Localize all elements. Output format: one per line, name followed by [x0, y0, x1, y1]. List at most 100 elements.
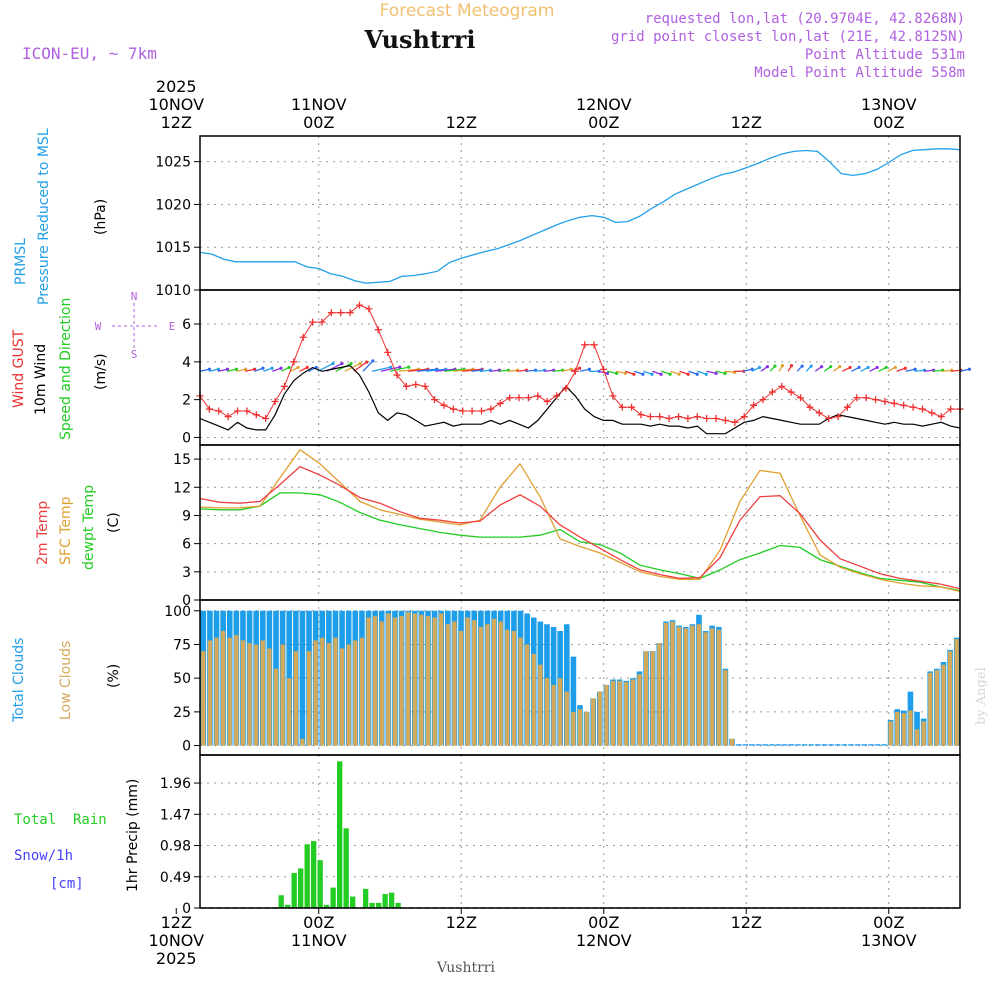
- wind-tick-label: 4: [182, 355, 191, 371]
- wind-gust-marker: [909, 403, 917, 411]
- wind-arrowhead: [913, 367, 917, 371]
- low-clouds-bar: [300, 738, 305, 746]
- wind-direction-arrow: [616, 370, 626, 374]
- clouds-tick-label: 0: [182, 739, 191, 755]
- wind-gust-marker: [571, 367, 579, 375]
- temp-unit: (C): [106, 512, 122, 533]
- wind-gust-marker: [637, 411, 645, 419]
- low-clouds-bar: [399, 616, 404, 746]
- wind-gust-marker: [825, 415, 833, 423]
- clouds-tick-label: 75: [173, 637, 191, 653]
- wind-gust-marker: [440, 401, 448, 409]
- wind-direction-arrow: [389, 366, 409, 372]
- wind-arrowhead: [216, 367, 221, 371]
- rain-bar: [350, 896, 356, 908]
- sfc-temp-label: SFC Temp: [58, 496, 74, 565]
- plot-area: 1010101510201025024603691215025507510000…: [148, 77, 971, 968]
- total-clouds-bar: [749, 744, 755, 746]
- wind-arrowhead: [967, 367, 971, 371]
- wind-direction-arrow: [245, 368, 255, 372]
- low-clouds-bar: [439, 613, 444, 746]
- wind-gust-marker: [843, 403, 851, 411]
- wind-direction-arrow: [742, 368, 753, 372]
- wind-gust-marker: [534, 392, 542, 400]
- compass-east: E: [169, 320, 176, 333]
- temp-tick-label: 6: [182, 537, 191, 553]
- low-clouds-bar: [637, 674, 642, 746]
- wind-gust-marker: [768, 388, 776, 396]
- wind-gust-marker: [834, 413, 842, 421]
- wind-direction-arrow: [362, 360, 374, 372]
- model-altitude: Model Point Altitude 558m: [754, 65, 965, 81]
- low-clouds-label: Low Clouds: [58, 641, 74, 720]
- wind-gust-marker: [384, 348, 392, 356]
- wind-tick-label: 2: [182, 393, 191, 409]
- low-clouds-bar: [373, 616, 378, 746]
- wind-tick-label: 6: [182, 317, 191, 333]
- wind-gust-marker: [543, 398, 551, 406]
- pressure-panel-frame: [199, 135, 961, 291]
- wind-gust-marker: [872, 396, 880, 404]
- low-clouds-bar: [452, 621, 457, 746]
- low-clouds-bar: [670, 621, 675, 746]
- total-clouds-bar: [801, 744, 808, 746]
- top-date-label: 12NOV: [576, 95, 632, 114]
- wind-gust-marker: [759, 396, 767, 404]
- wind-gust-marker: [665, 415, 673, 423]
- low-clouds-bar: [511, 631, 517, 746]
- precip-tick-label: 0: [182, 901, 191, 917]
- dewpt-line: [199, 492, 961, 592]
- low-clouds-bar: [888, 721, 893, 746]
- wind-arrowhead: [659, 372, 663, 376]
- low-clouds-bar: [326, 643, 331, 746]
- wind-gust-marker: [853, 394, 861, 402]
- wind-arrowhead: [365, 360, 369, 364]
- bottom-hour-label: 00Z: [303, 913, 334, 932]
- watermark: by Angel: [974, 667, 989, 725]
- wind-gust-marker: [609, 392, 617, 400]
- wind-arrowhead: [765, 365, 769, 369]
- top-hour-label: 12Z: [731, 113, 762, 132]
- wind-direction-arrow: [480, 369, 491, 372]
- wind-gust-marker: [487, 405, 495, 413]
- pressure-label: Pressure Reduced to MSL: [36, 128, 52, 305]
- pressure-tick-label: 1020: [155, 197, 191, 213]
- wind-direction-arrow: [199, 368, 210, 372]
- low-clouds-bar: [201, 651, 206, 746]
- wind-arrowhead: [398, 365, 402, 369]
- wind-direction-arrow: [715, 370, 726, 374]
- wind-gust-marker: [299, 333, 307, 341]
- wind-gust-marker: [787, 388, 795, 396]
- wind-arrowhead: [789, 364, 794, 368]
- total-clouds-bar: [755, 744, 762, 746]
- rain-bar: [388, 892, 395, 908]
- wind-arrowhead: [820, 365, 824, 369]
- wind-direction-arrow: [959, 368, 970, 372]
- low-clouds-bar: [690, 625, 695, 746]
- total-clouds-bar: [570, 656, 577, 746]
- rain-bar: [317, 860, 323, 908]
- low-clouds-bar: [723, 670, 728, 746]
- pressure-tick-label: 1015: [155, 240, 191, 256]
- wind-gust-marker: [918, 405, 926, 413]
- wind-gust-marker: [646, 413, 654, 421]
- wind-gust-marker: [806, 403, 814, 411]
- wind-arrowhead: [632, 372, 636, 376]
- low-clouds-bar: [386, 613, 391, 746]
- pressure-tick-label: 1010: [155, 283, 191, 299]
- point-altitude: Point Altitude 531m: [805, 47, 965, 63]
- wind-arrowhead: [261, 366, 265, 370]
- sfc-temp-line: [199, 448, 961, 593]
- low-clouds-bar: [571, 711, 576, 746]
- wind-direction-arrow: [507, 369, 518, 372]
- wind-direction-arrow: [706, 370, 717, 374]
- low-clouds-bar: [227, 637, 232, 746]
- wind-arrowhead: [695, 372, 699, 376]
- temp-tick-label: 3: [182, 565, 191, 581]
- prmsl-label: PRMSL: [13, 238, 29, 285]
- rain-bar: [330, 887, 336, 908]
- wind-gust-marker: [412, 381, 420, 389]
- total-clouds-bar: [867, 744, 874, 746]
- low-clouds-bar: [313, 640, 318, 746]
- compass-south: S: [131, 348, 138, 361]
